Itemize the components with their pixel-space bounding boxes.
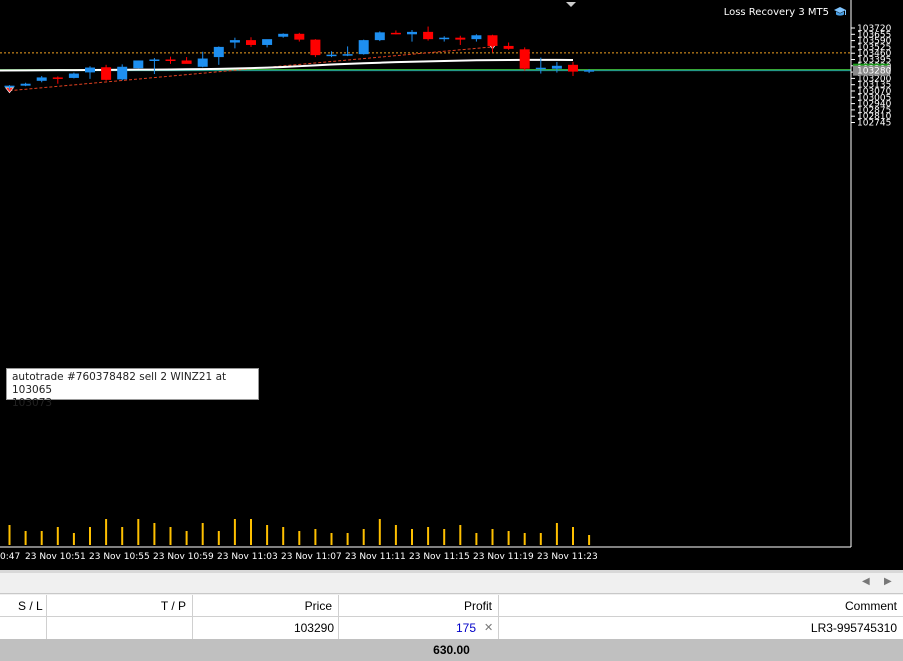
candle-body[interactable] (246, 40, 256, 45)
candle-body[interactable] (374, 32, 385, 41)
horizontal-scrollbar[interactable]: ◀ ▶ (0, 573, 903, 594)
price-tick-label: 103070 (857, 87, 892, 97)
candle-body[interactable] (439, 37, 450, 40)
price-tick-label: 103460 (857, 49, 892, 59)
time-tick-label: 23 Nov 11:03 (217, 552, 278, 562)
candle-body[interactable] (407, 31, 417, 35)
ea-name: Loss Recovery 3 MT5 (723, 6, 829, 18)
candle-body[interactable] (503, 45, 514, 49)
candle-body[interactable] (165, 59, 176, 62)
cell-tp[interactable] (47, 617, 193, 639)
price-tick-label: 103655 (857, 30, 891, 40)
candle-body[interactable] (487, 35, 498, 46)
time-tick-label: 23 Nov 10:55 (89, 552, 150, 562)
price-tick-label: 103590 (857, 37, 892, 47)
candle-body[interactable] (535, 67, 546, 70)
time-tick-label: 23 Nov 10:59 (153, 552, 214, 562)
profit-value: 175 (455, 621, 476, 635)
col-header-sl[interactable]: S / L (0, 595, 47, 617)
tooltip-line-2: 103073 (12, 397, 53, 409)
time-tick-label: 23 Nov 10:51 (25, 552, 86, 562)
price-tick-label: 103720 (857, 24, 892, 34)
col-header-comment[interactable]: Comment (499, 595, 903, 617)
time-tick-label: 0:47 (0, 552, 20, 562)
candle-body[interactable] (20, 83, 31, 86)
col-header-tp[interactable]: T / P (47, 595, 193, 617)
price-tick-label: 102745 (857, 119, 891, 129)
time-tick-label: 23 Nov 11:15 (409, 552, 470, 562)
candle-body[interactable] (584, 70, 595, 72)
trade-tooltip: autotrade #760378482 sell 2 WINZ21 at 10… (6, 368, 259, 409)
candle-body[interactable] (4, 85, 15, 88)
panel-splitter[interactable] (0, 570, 903, 573)
price-tick-label: 103005 (857, 93, 891, 103)
cell-comment[interactable]: LR3-995745310 (810, 621, 897, 635)
close-position-icon[interactable]: ✕ (484, 622, 494, 634)
candle-body[interactable] (310, 39, 321, 56)
candle-body[interactable] (149, 59, 160, 62)
cell-price[interactable]: 103290 (193, 617, 339, 639)
toolbox-panel: ◀ ▶ S / L T / P Price Profit Comment 103… (0, 570, 903, 661)
shift-marker-icon[interactable] (566, 2, 576, 7)
candle-body[interactable] (85, 67, 95, 73)
candle-body[interactable] (197, 58, 208, 67)
price-tick-label: 103135 (857, 81, 891, 91)
candle-body[interactable] (52, 77, 63, 79)
candle-body[interactable] (101, 67, 112, 80)
candle-body[interactable] (117, 66, 128, 80)
candle-body[interactable] (181, 60, 192, 64)
candle-body[interactable] (262, 39, 273, 45)
total-profit-bar: 630.00 (0, 639, 903, 661)
candle-body[interactable] (342, 54, 353, 56)
candle-body[interactable] (455, 37, 466, 40)
candle-body[interactable] (326, 54, 337, 57)
candle-body[interactable] (294, 33, 305, 40)
price-tick-label: 102940 (857, 100, 892, 110)
tooltip-line-1: autotrade #760378482 sell 2 WINZ21 at 10… (12, 371, 227, 396)
time-tick-label: 23 Nov 11:07 (281, 552, 342, 562)
time-tick-label: 23 Nov 11:19 (473, 552, 534, 562)
price-tick-label: 102810 (857, 112, 892, 122)
time-tick-label: 23 Nov 11:23 (537, 552, 598, 562)
graduation-cap-icon (834, 7, 846, 16)
candle-body[interactable] (213, 46, 224, 58)
price-chart[interactable]: 1037201036551035901035251034601033951033… (0, 0, 903, 570)
candle-body[interactable] (68, 73, 79, 78)
bid-price-tag (853, 65, 889, 76)
scroll-right-icon[interactable]: ▶ (884, 576, 892, 587)
scroll-left-icon[interactable]: ◀ (862, 576, 870, 587)
positions-table: S / L T / P Price Profit Comment 103290 … (0, 595, 903, 639)
chart-background (0, 0, 903, 570)
cell-sl[interactable] (0, 617, 47, 639)
cell-profit[interactable]: 175 (339, 617, 499, 639)
candle-body[interactable] (278, 33, 289, 37)
col-header-price[interactable]: Price (193, 595, 339, 617)
col-header-profit[interactable]: Profit (339, 595, 499, 617)
price-tick-label: 103525 (857, 43, 891, 53)
time-tick-label: 23 Nov 11:11 (345, 552, 406, 562)
candle-body[interactable] (471, 35, 482, 40)
bid-price-text: 103280 (857, 67, 892, 77)
price-tick-label: 103200 (857, 74, 892, 84)
candle-body[interactable] (358, 40, 369, 55)
candle-body[interactable] (519, 49, 530, 69)
candle-body[interactable] (36, 77, 47, 81)
candle-body[interactable] (568, 64, 578, 72)
candle-body[interactable] (551, 65, 562, 69)
candle-body[interactable] (229, 40, 240, 43)
expert-advisor-label[interactable]: Loss Recovery 3 MT5 (724, 6, 847, 18)
price-tick-label: 103395 (857, 56, 891, 66)
price-tick-label: 102875 (857, 106, 891, 116)
candle-body[interactable] (423, 31, 434, 40)
candle-body[interactable] (390, 32, 401, 35)
candle-body[interactable] (133, 60, 144, 69)
